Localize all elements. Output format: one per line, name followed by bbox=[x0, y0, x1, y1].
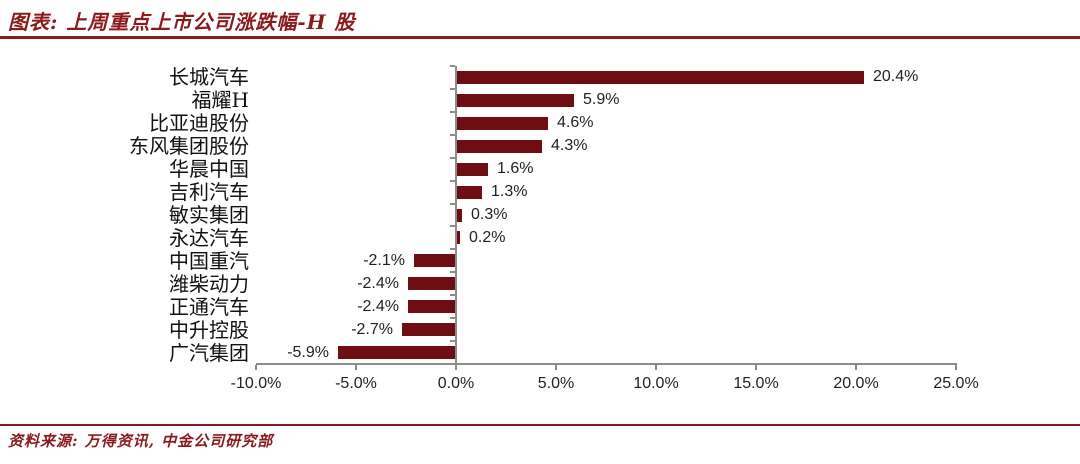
value-label: -2.7% bbox=[351, 321, 393, 338]
category-label: 中升控股 bbox=[169, 318, 249, 342]
x-axis-tick bbox=[655, 365, 657, 370]
category-label: 华晨中国 bbox=[169, 157, 249, 181]
category-label: 中国重汽 bbox=[169, 249, 249, 273]
x-axis-tick bbox=[855, 365, 857, 370]
chart-title: 图表: 上周重点上市公司涨跌幅-H 股 bbox=[8, 10, 356, 34]
x-axis-tick bbox=[355, 365, 357, 370]
x-axis-tick-label: 20.0% bbox=[833, 375, 879, 392]
x-axis-tick bbox=[755, 365, 757, 370]
zero-axis-tick bbox=[450, 225, 455, 227]
bar bbox=[456, 71, 864, 84]
x-axis-tick-label: 0.0% bbox=[437, 375, 475, 392]
value-label: 0.3% bbox=[471, 206, 508, 223]
value-label: 5.9% bbox=[583, 91, 620, 108]
value-label: -5.9% bbox=[287, 344, 329, 361]
value-label: 1.3% bbox=[491, 183, 528, 200]
bar bbox=[456, 140, 542, 153]
zero-axis-tick bbox=[450, 65, 455, 67]
bar bbox=[456, 117, 548, 130]
value-label: 0.2% bbox=[469, 229, 506, 246]
category-label: 东风集团股份 bbox=[129, 134, 249, 158]
x-axis-tick-label: 15.0% bbox=[733, 375, 779, 392]
bar bbox=[456, 209, 462, 222]
zero-axis-tick bbox=[450, 180, 455, 182]
x-axis-tick-label: 25.0% bbox=[933, 375, 979, 392]
bar bbox=[456, 231, 460, 244]
category-label: 潍柴动力 bbox=[169, 272, 249, 296]
zero-axis-tick bbox=[450, 294, 455, 296]
zero-axis-tick bbox=[450, 340, 455, 342]
zero-axis-tick bbox=[450, 248, 455, 250]
footer-divider bbox=[0, 424, 1080, 426]
value-label: -2.4% bbox=[357, 275, 399, 292]
bar bbox=[456, 163, 488, 176]
category-label: 比亚迪股份 bbox=[149, 111, 249, 135]
value-label: 4.6% bbox=[557, 114, 594, 131]
bar bbox=[408, 277, 456, 290]
category-label: 吉利汽车 bbox=[169, 180, 249, 204]
x-axis-tick-label: -10.0% bbox=[230, 375, 282, 392]
zero-axis-tick bbox=[450, 271, 455, 273]
x-axis-tick-label: -5.0% bbox=[335, 375, 377, 392]
x-axis-tick-label: 5.0% bbox=[537, 375, 575, 392]
zero-axis-tick bbox=[450, 317, 455, 319]
x-axis-line bbox=[256, 363, 957, 365]
x-axis-tick-label: 10.0% bbox=[633, 375, 679, 392]
category-label: 广汽集团 bbox=[169, 341, 249, 365]
category-label: 敏实集团 bbox=[169, 203, 249, 227]
category-label: 永达汽车 bbox=[169, 226, 249, 250]
category-label: 正通汽车 bbox=[169, 295, 249, 319]
zero-axis-tick bbox=[450, 203, 455, 205]
category-label: 福耀H bbox=[191, 88, 249, 112]
value-label: 4.3% bbox=[551, 137, 588, 154]
x-axis-tick bbox=[455, 365, 457, 370]
x-axis-tick bbox=[555, 365, 557, 370]
value-label: 1.6% bbox=[497, 160, 534, 177]
bar bbox=[408, 300, 456, 313]
value-label: -2.4% bbox=[357, 298, 399, 315]
x-axis-tick bbox=[255, 365, 257, 370]
source-note: 资料来源: 万得资讯, 中金公司研究部 bbox=[8, 432, 274, 450]
title-divider bbox=[0, 36, 1080, 39]
bar bbox=[402, 323, 456, 336]
zero-axis-tick bbox=[450, 111, 455, 113]
bar bbox=[414, 254, 456, 267]
bar bbox=[456, 186, 482, 199]
category-label: 长城汽车 bbox=[169, 65, 249, 89]
bar bbox=[456, 94, 574, 107]
zero-axis-line bbox=[455, 66, 457, 364]
zero-axis-tick bbox=[450, 134, 455, 136]
value-label: -2.1% bbox=[363, 252, 405, 269]
zero-axis-tick bbox=[450, 157, 455, 159]
bar bbox=[338, 346, 456, 359]
value-label: 20.4% bbox=[873, 68, 919, 85]
zero-axis-tick bbox=[450, 88, 455, 90]
x-axis-tick bbox=[955, 365, 957, 370]
